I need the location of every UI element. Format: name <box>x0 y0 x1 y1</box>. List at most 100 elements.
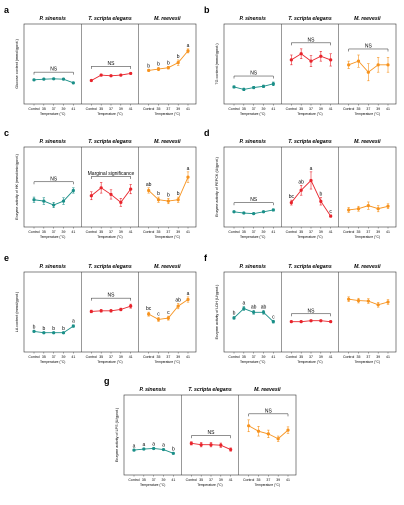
significance-letter: ab <box>175 297 181 303</box>
x-tick-label: Control <box>143 355 155 359</box>
bracket-label: NS <box>308 37 316 43</box>
species-group: P. sinensis Control 35 37 39 41 Temperature (°… <box>28 16 75 116</box>
x-axis-label: Temperature (°C) <box>155 235 180 239</box>
x-tick-label: Control <box>286 107 298 111</box>
x-tick-label: 41 <box>329 230 333 234</box>
panel-label: e <box>4 253 9 263</box>
data-point <box>376 207 380 211</box>
species-title: T. scripta elegans <box>288 16 332 22</box>
data-point <box>209 443 213 447</box>
bracket <box>248 413 289 417</box>
x-tick-label: Control <box>243 478 255 482</box>
data-point <box>42 77 46 81</box>
data-point <box>166 66 170 70</box>
panel-a: a Glucose content (mmol/gprot.) P. sinensi… <box>4 5 197 116</box>
significance-letter: a <box>242 301 245 307</box>
x-tick-label: Control <box>143 230 155 234</box>
data-point <box>61 199 66 203</box>
y-axis-label: Glucose content (mmol/gprot.) <box>15 39 19 89</box>
species-title: M. reevesii <box>154 264 181 270</box>
data-point <box>229 447 233 452</box>
x-tick-label: 41 <box>129 107 133 111</box>
x-tick-label: 39 <box>62 355 66 359</box>
bracket-label: NS <box>208 430 216 436</box>
data-point <box>319 54 323 58</box>
species-title: T. scripta elegans <box>88 16 132 22</box>
species-group: M. reevesii Control 35 37 39 41 Temperature (°… <box>138 139 190 239</box>
y-axis-label: Enzyme activity of HK (mmol/min/gprot.) <box>15 154 19 220</box>
species-title: P. sinensis <box>39 139 66 145</box>
x-tick-label: 35 <box>157 230 161 234</box>
x-tick-label: 39 <box>119 355 123 359</box>
panel-f: f Enzyme activity of LDH (U/gprot.) P. sin… <box>204 253 397 364</box>
x-axis-label: Temperature (°C) <box>40 235 65 239</box>
data-point <box>32 329 36 333</box>
species-group: T. scripta elegans Control 35 37 39 41 Tempera… <box>81 16 133 116</box>
data-point <box>289 58 293 62</box>
significance-letter: b <box>42 326 45 332</box>
x-tick-label: 35 <box>199 478 203 482</box>
x-tick-label: Control <box>128 478 140 482</box>
significance-letter: c <box>167 310 170 316</box>
x-tick-label: 37 <box>166 107 170 111</box>
significance-letter: bc <box>146 306 152 312</box>
bracket <box>91 297 131 301</box>
x-tick-label: Control <box>28 230 40 234</box>
bracket <box>348 48 389 52</box>
data-point <box>142 447 146 451</box>
data-point <box>319 319 323 323</box>
data-point <box>161 447 166 452</box>
data-point <box>61 77 66 81</box>
x-tick-label: 39 <box>176 230 180 234</box>
x-tick-label: Control <box>186 478 198 482</box>
bracket-label: NS <box>50 176 58 182</box>
data-point <box>132 448 136 452</box>
data-point <box>366 204 370 208</box>
x-tick-label: 35 <box>99 230 103 234</box>
plot-frame <box>223 271 397 353</box>
data-point <box>129 71 133 76</box>
significance-letter: a <box>310 166 313 172</box>
x-tick-label: 35 <box>42 355 46 359</box>
significance-letter: ab <box>298 179 304 185</box>
x-axis-label: Temperature (°C) <box>97 360 122 364</box>
x-axis-label: Temperature (°C) <box>355 360 380 364</box>
x-axis-label: Temperature (°C) <box>240 235 265 239</box>
data-point <box>52 77 56 81</box>
species-title: M. reevesii <box>254 387 281 393</box>
x-axis-label: Temperature (°C) <box>240 360 265 364</box>
data-point <box>176 304 180 308</box>
x-axis-label: Temperature (°C) <box>155 112 180 116</box>
species-title: T. scripta elegans <box>188 387 232 393</box>
panel-c: c Enzyme activity of HK (mmol/min/gprot.)… <box>4 128 197 239</box>
x-tick-label: 39 <box>176 355 180 359</box>
data-point <box>299 52 303 56</box>
x-tick-label: 37 <box>252 107 256 111</box>
species-group: T. scripta elegans Control 35 37 39 41 Tempera… <box>281 264 333 364</box>
species-group: P. sinensis Control 35 37 39 41 Temperature (°… <box>228 264 275 364</box>
panel-label: f <box>204 253 208 263</box>
species-group: M. reevesii Control 35 37 39 41 Temperature (°… <box>338 139 390 239</box>
x-tick-label: 41 <box>71 355 75 359</box>
x-tick-label: 37 <box>266 478 270 482</box>
x-axis-label: Temperature (°C) <box>140 483 165 487</box>
x-tick-label: Control <box>228 230 240 234</box>
data-point <box>286 428 290 432</box>
data-point <box>276 437 280 441</box>
significance-letter: ab <box>261 304 267 310</box>
x-tick-label: 41 <box>329 107 333 111</box>
data-point <box>186 297 190 302</box>
species-title: P. sinensis <box>239 139 266 145</box>
x-tick-label: 35 <box>99 355 103 359</box>
x-tick-label: 37 <box>52 355 56 359</box>
x-axis-label: Temperature (°C) <box>155 360 180 364</box>
panel-e: e LA content (mmol/gprot.) P. sinensis Cont… <box>4 253 197 364</box>
significance-letter: c <box>272 314 275 320</box>
data-point <box>171 451 175 455</box>
data-point <box>289 200 293 205</box>
x-tick-label: 39 <box>262 107 266 111</box>
significance-letter: b <box>157 191 160 197</box>
data-point <box>356 59 361 63</box>
x-axis-label: Temperature (°C) <box>355 235 380 239</box>
